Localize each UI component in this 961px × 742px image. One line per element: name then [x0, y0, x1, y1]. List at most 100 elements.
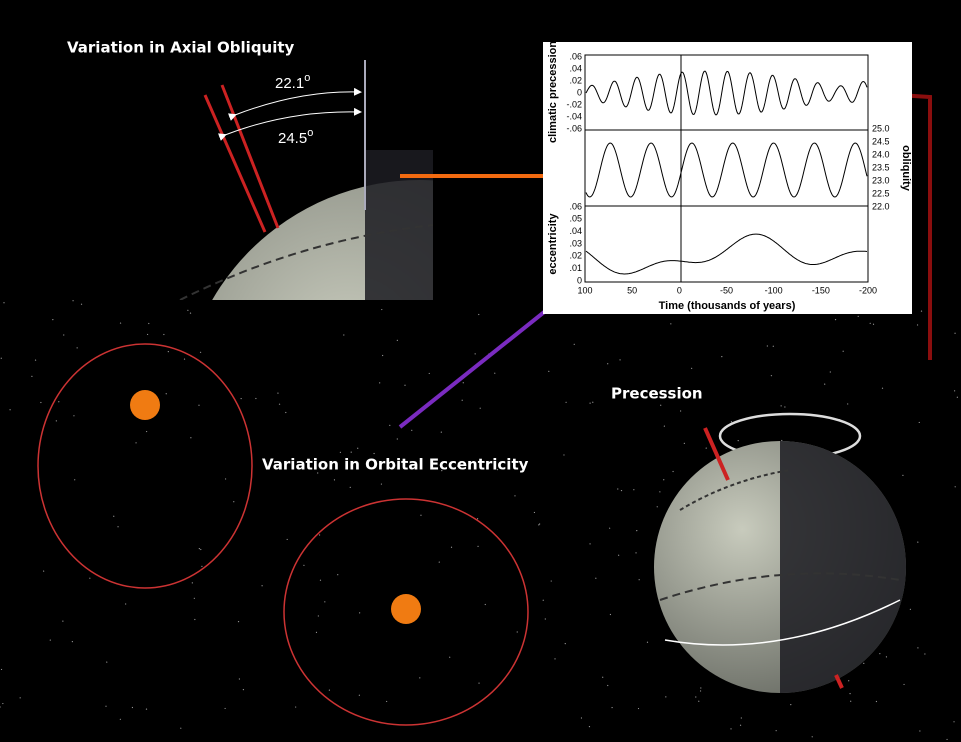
star	[602, 676, 604, 678]
star	[72, 300, 74, 302]
star	[699, 690, 702, 692]
star	[3, 302, 5, 304]
star	[242, 689, 245, 691]
star	[917, 647, 919, 649]
title: Variation in Orbital Eccentricity	[262, 456, 529, 474]
star	[588, 726, 591, 728]
star	[76, 347, 78, 349]
axis-label: eccentricity	[547, 213, 559, 275]
star	[539, 523, 541, 525]
star	[516, 631, 518, 633]
star	[474, 353, 476, 355]
star	[609, 613, 612, 616]
eccentricity-curve	[585, 233, 868, 275]
star	[850, 700, 852, 702]
star	[781, 439, 783, 442]
tick-label: -50	[720, 285, 733, 295]
star	[784, 406, 786, 408]
tick-label: -200	[859, 285, 877, 295]
star	[238, 678, 240, 680]
star	[373, 452, 375, 455]
star	[317, 472, 319, 474]
star	[411, 429, 413, 431]
star	[456, 465, 459, 467]
star	[918, 421, 920, 424]
star	[198, 548, 200, 550]
star	[105, 705, 107, 707]
star	[71, 641, 73, 643]
star	[670, 323, 672, 325]
star	[381, 308, 383, 311]
tick-label: .02	[569, 75, 582, 85]
star	[595, 577, 597, 579]
star	[618, 554, 620, 556]
star	[916, 324, 919, 326]
star	[73, 415, 75, 417]
star	[730, 421, 733, 423]
star	[31, 375, 33, 377]
star	[163, 333, 165, 336]
star	[737, 440, 739, 442]
star	[660, 404, 662, 406]
star	[902, 474, 904, 476]
star	[315, 631, 318, 634]
sun	[130, 390, 160, 420]
star	[659, 491, 661, 493]
star	[663, 479, 665, 481]
star	[565, 401, 567, 403]
star	[542, 599, 544, 601]
tick-label: .06	[569, 51, 582, 61]
star	[496, 469, 499, 471]
star	[872, 323, 875, 325]
tick-label: 24.0	[872, 149, 890, 159]
tick-label: 0	[577, 275, 582, 285]
star	[319, 534, 321, 536]
star	[277, 392, 279, 394]
star	[0, 357, 2, 359]
star	[52, 319, 54, 321]
stars	[0, 300, 958, 741]
star	[80, 303, 83, 305]
star	[337, 574, 339, 576]
star	[58, 401, 60, 403]
star	[538, 524, 540, 526]
star	[462, 382, 464, 384]
star	[167, 351, 169, 353]
star	[200, 548, 202, 551]
star	[9, 409, 11, 411]
tick-label: .03	[569, 238, 582, 248]
star	[824, 383, 826, 385]
star	[440, 431, 442, 433]
axis-line	[203, 94, 267, 233]
star	[772, 345, 774, 347]
star	[438, 561, 440, 563]
star	[533, 511, 536, 514]
star	[343, 334, 345, 336]
star	[295, 706, 297, 708]
star	[261, 585, 263, 587]
star	[303, 564, 305, 566]
star	[2, 702, 4, 705]
title: Precession	[611, 385, 703, 403]
star	[683, 442, 685, 444]
star	[544, 618, 546, 620]
star	[380, 483, 383, 485]
star	[396, 438, 398, 440]
star	[721, 356, 723, 358]
star	[477, 545, 479, 547]
star	[49, 639, 51, 641]
star	[350, 451, 352, 453]
orbit	[37, 343, 253, 589]
star	[829, 371, 831, 373]
star	[903, 683, 905, 686]
star	[954, 390, 956, 392]
tick-label: .02	[569, 251, 582, 261]
tick-label: 23.5	[872, 162, 890, 172]
star	[285, 411, 287, 414]
star	[573, 343, 575, 345]
star	[419, 677, 421, 679]
tick-label: .04	[569, 226, 582, 236]
star	[663, 425, 665, 427]
